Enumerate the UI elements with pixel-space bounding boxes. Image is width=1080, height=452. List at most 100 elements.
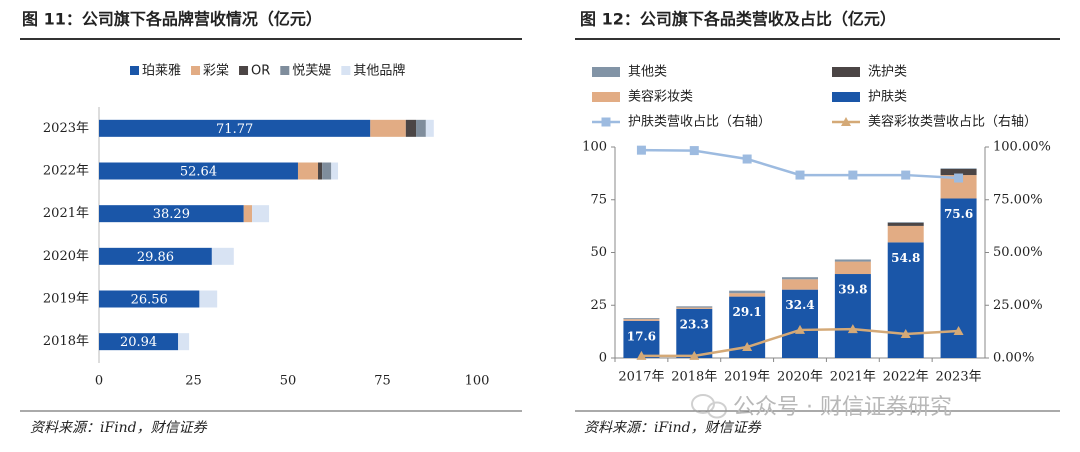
line-marker [601,117,611,127]
x-tick-label: 2021年 [830,370,876,385]
bar-segment [318,162,323,180]
legend-label: 彩棠 [203,64,229,79]
line-marker [636,145,646,155]
bar-segment [623,318,660,320]
data-label: 23.3 [680,317,709,331]
bar-segment [99,247,212,265]
line-marker [901,170,911,180]
source-note: 资料来源：iFind，财信证券 [30,420,208,436]
x-tick-label: 2018年 [671,370,717,385]
bar-segment [99,162,298,180]
y2-tick-label: 100.00% [993,140,1051,155]
source-note: 资料来源：iFind，财信证券 [584,420,762,436]
bar-segment [623,319,660,321]
bar-segment [834,259,871,262]
data-label: 71.77 [216,122,253,137]
bar-segment [243,205,253,223]
line-marker [636,350,647,360]
line-marker [795,170,805,180]
legend-label: 洗护类 [868,65,907,80]
bar-segment [370,119,406,137]
line-marker [847,324,858,334]
bar-segment [425,119,434,137]
y-tick-label: 2020年 [43,249,89,264]
data-label: 52.64 [180,165,217,180]
bar-segment [676,307,713,309]
watermark: 公众号 · 财信证券研究 [733,395,952,420]
bar-segment [331,162,339,180]
bar-segment [416,119,426,137]
data-label: 38.29 [153,207,190,222]
x-tick-label: 50 [280,374,297,389]
y2-tick-label: 75.00% [993,192,1043,207]
legend-swatch [239,66,249,75]
bar-segment [782,279,818,290]
bar-segment [834,261,871,275]
y2-tick-label: 0.00% [993,351,1034,366]
chart-title: 图 11：公司旗下各品牌营收情况（亿元） [22,10,322,29]
y-tick-label: 2021年 [43,206,89,221]
data-label: 32.4 [785,298,814,312]
x-tick-label: 100 [465,374,490,389]
x-tick-label: 2017年 [618,370,664,385]
bar-segment [940,168,977,169]
bar-segment [676,306,713,308]
bar-segment [834,274,871,358]
line-marker [954,173,964,183]
y-tick-label: 2019年 [43,292,89,307]
x-tick-label: 2023年 [936,370,982,385]
bar-segment [887,222,924,223]
y2-tick-label: 50.00% [993,245,1043,260]
line-marker [848,170,858,180]
bar-segment [99,290,200,308]
y-tick-label: 2023年 [43,121,89,136]
legend-swatch [130,66,139,75]
bar-segment [729,293,766,297]
y-tick-label: 2022年 [43,164,89,179]
legend-label: 护肤类 [868,90,907,105]
legend-swatch [280,66,290,75]
legend-label: 其他品牌 [353,63,405,79]
y-tick-label: 0 [599,351,607,366]
data-label: 39.8 [838,283,867,297]
legend-swatch [832,92,860,102]
data-label: 26.56 [131,293,168,308]
bar-segment [211,247,234,265]
line-marker [742,342,753,352]
line-marker [953,325,964,335]
line-marker [900,328,911,338]
legend-label: 珀莱雅 [142,64,181,79]
y-tick-label: 75 [590,192,607,207]
legend-label: 美容彩妆类 [628,89,693,105]
x-tick-label: 75 [374,374,391,389]
y-tick-label: 50 [590,245,607,260]
bar-segment [887,222,924,226]
bar-segment [99,205,244,223]
line-marker [689,146,699,156]
legend-label: 护肤类营收占比（右轴） [628,115,771,130]
bar-segment [940,175,977,199]
x-tick-label: 2019年 [724,370,770,385]
y2-tick-label: 25.00% [993,298,1043,313]
bar-segment [887,225,924,243]
bar-segment [729,290,766,294]
bar-segment [940,168,977,176]
bar-segment [297,162,319,180]
bar-segment [199,290,218,308]
line-marker [742,154,752,164]
chart-title: 图 12：公司旗下各品类营收及占比（亿元） [580,10,896,29]
y-tick-label: 2018年 [43,334,89,349]
line-marker [795,324,805,334]
legend-swatch [341,66,351,75]
y-tick-label: 25 [590,298,607,313]
data-label: 17.6 [627,329,656,343]
bar-segment [178,333,190,351]
x-tick-label: 25 [185,374,202,389]
legend-label: 其他类 [628,65,667,80]
bar-segment [99,119,371,137]
bar-segment [99,333,179,351]
x-tick-label: 2020年 [777,370,823,385]
bar-segment [782,289,818,358]
data-label: 75.6 [944,207,973,221]
